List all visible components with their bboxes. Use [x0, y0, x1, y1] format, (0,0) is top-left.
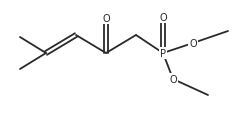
Text: O: O	[189, 39, 197, 49]
Text: P: P	[160, 49, 166, 59]
Text: O: O	[102, 14, 110, 24]
Text: O: O	[169, 74, 177, 84]
Text: O: O	[159, 13, 167, 23]
